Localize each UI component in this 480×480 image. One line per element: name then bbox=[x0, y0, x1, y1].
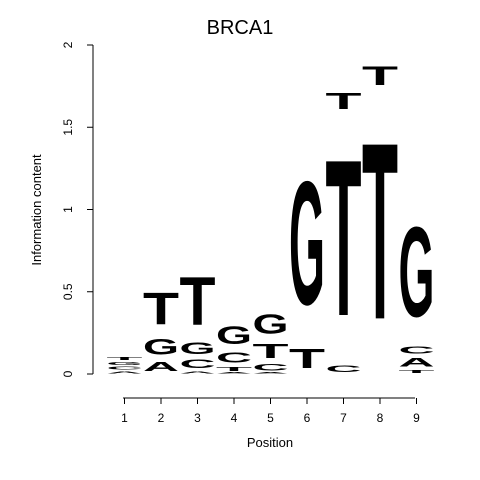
x-tick-label: 8 bbox=[377, 411, 384, 425]
logo-letter-A: A bbox=[253, 372, 289, 374]
logo-letter-T: T bbox=[143, 284, 179, 335]
logo-letter-C: C bbox=[107, 366, 143, 371]
y-tick-label: 1.5 bbox=[61, 119, 75, 136]
y-tick-label: 0.5 bbox=[61, 283, 75, 300]
logo-letter-T: T bbox=[399, 369, 436, 374]
logo-letter-C: C bbox=[180, 357, 216, 370]
logo-letter-G: G bbox=[253, 308, 289, 339]
logo-letter-C: C bbox=[326, 364, 362, 374]
logo-letter-T: T bbox=[216, 366, 253, 373]
logo-letter-T: T bbox=[326, 87, 362, 114]
logo-letter-G: G bbox=[399, 202, 435, 344]
logo-letter-A: A bbox=[399, 356, 435, 369]
logo-letter-A: A bbox=[180, 371, 216, 374]
logo-letter-T: T bbox=[253, 340, 289, 363]
logo-letter-T: T bbox=[107, 356, 144, 361]
logo-letter-T: T bbox=[289, 342, 325, 373]
y-tick-label: 2 bbox=[61, 41, 75, 48]
logo-letter-C: C bbox=[216, 349, 252, 365]
logo-letter-T: T bbox=[180, 262, 216, 339]
y-axis-label: Information content bbox=[29, 154, 44, 266]
x-tick-label: 2 bbox=[158, 411, 165, 425]
logo-letter-A: A bbox=[107, 371, 143, 374]
logo-letter-A: A bbox=[143, 359, 179, 374]
x-axis-label: Position bbox=[247, 435, 293, 450]
x-tick-label: 9 bbox=[413, 411, 420, 425]
logo-letter-C: C bbox=[253, 363, 289, 373]
logo-letter-G: G bbox=[289, 145, 325, 342]
logo-letter-G: G bbox=[107, 361, 143, 366]
chart-title: BRCA1 bbox=[207, 17, 274, 39]
x-tick-label: 3 bbox=[194, 411, 201, 425]
logo-letter-T: T bbox=[326, 113, 362, 363]
logo-letter-T: T bbox=[362, 62, 398, 92]
logo-letter-G: G bbox=[180, 340, 216, 358]
logo-letter-G: G bbox=[143, 334, 179, 359]
logo-letter-C: C bbox=[399, 344, 435, 356]
x-tick-label: 4 bbox=[231, 411, 238, 425]
logo-letter-A: A bbox=[216, 372, 252, 374]
y-tick-label: 1 bbox=[61, 206, 75, 213]
x-axis-ticks: 1 2 3 4 5 6 7 8 9 bbox=[121, 398, 420, 425]
x-tick-label: 6 bbox=[304, 411, 311, 425]
x-tick-label: 1 bbox=[121, 411, 128, 425]
y-tick-label: 0 bbox=[61, 370, 75, 377]
x-tick-label: 5 bbox=[267, 411, 274, 425]
logo-letter-T: T bbox=[362, 90, 398, 372]
x-tick-label: 7 bbox=[340, 411, 347, 425]
y-axis-ticks: 0 0.5 1 1.5 2 bbox=[61, 41, 93, 377]
logo-letter-G: G bbox=[216, 321, 252, 349]
